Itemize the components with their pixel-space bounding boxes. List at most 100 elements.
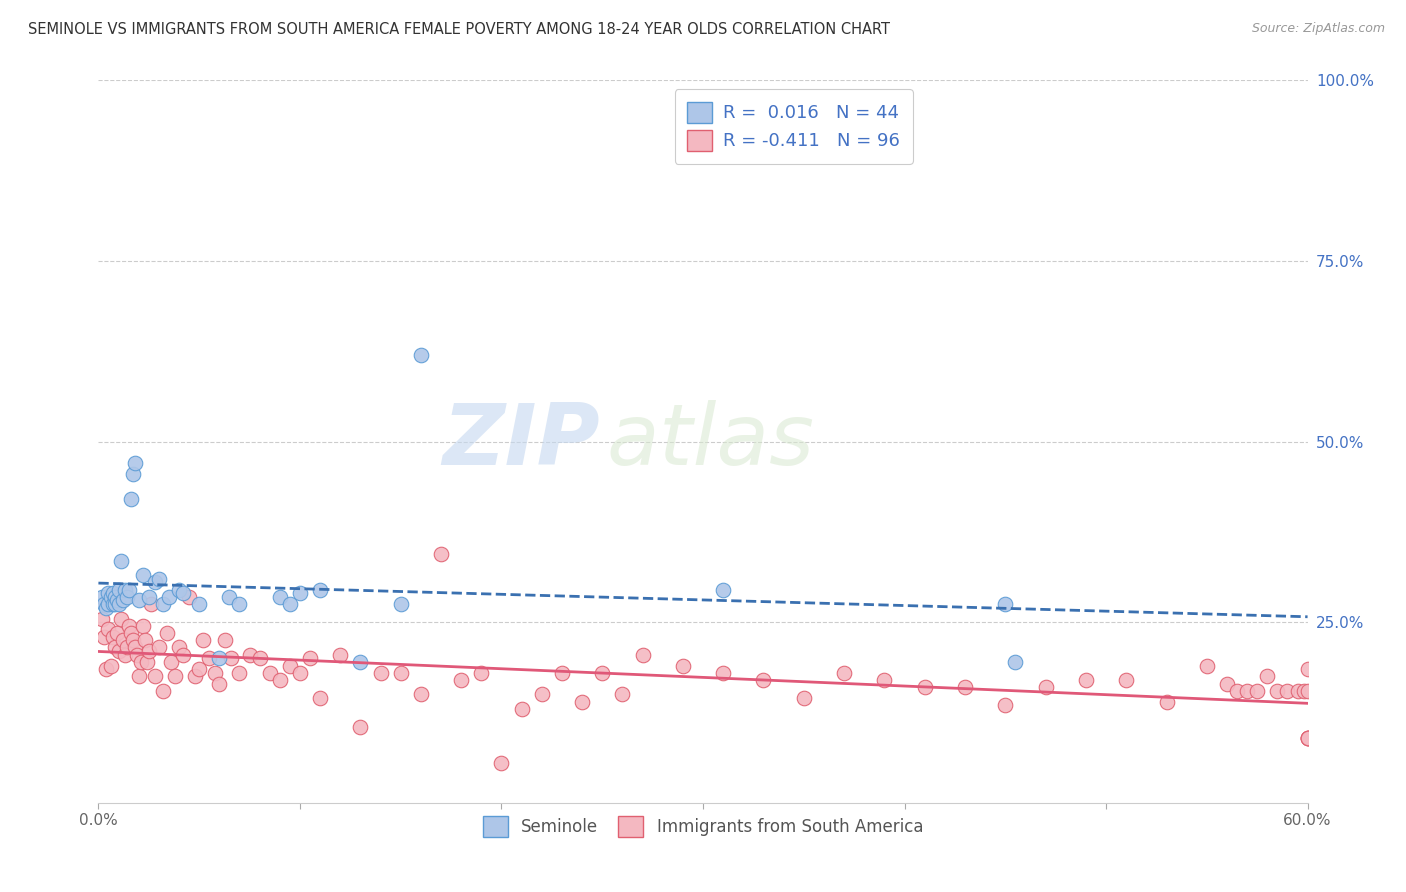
Point — [228, 665, 250, 680]
Point — [156, 626, 179, 640]
Point — [118, 582, 141, 597]
Point — [672, 658, 695, 673]
Point — [370, 665, 392, 680]
Point — [103, 597, 125, 611]
Point — [120, 492, 142, 507]
Point — [1226, 683, 1249, 698]
Point — [198, 651, 221, 665]
Point — [91, 590, 114, 604]
Point — [124, 456, 146, 470]
Point — [208, 651, 231, 665]
Point — [107, 644, 129, 658]
Point — [1296, 662, 1319, 676]
Point — [389, 597, 412, 611]
Point — [450, 673, 472, 687]
Point — [228, 597, 250, 611]
Point — [96, 662, 118, 676]
Point — [139, 597, 162, 611]
Point — [221, 651, 243, 665]
Point — [132, 568, 155, 582]
Point — [491, 756, 513, 770]
Point — [91, 611, 114, 625]
Point — [143, 575, 166, 590]
Point — [309, 582, 332, 597]
Point — [97, 586, 120, 600]
Point — [193, 633, 215, 648]
Point — [188, 662, 211, 676]
Text: ZIP: ZIP — [443, 400, 600, 483]
Point — [309, 691, 332, 706]
Point — [100, 658, 122, 673]
Point — [93, 630, 115, 644]
Point — [288, 586, 311, 600]
Point — [214, 633, 236, 648]
Point — [105, 626, 128, 640]
Point — [208, 676, 231, 690]
Point — [269, 590, 291, 604]
Point — [101, 586, 124, 600]
Point — [135, 655, 157, 669]
Point — [101, 597, 124, 611]
Point — [97, 597, 120, 611]
Text: atlas: atlas — [606, 400, 814, 483]
Point — [953, 680, 976, 694]
Point — [148, 572, 170, 586]
Point — [530, 687, 553, 701]
Point — [114, 582, 136, 597]
Point — [1216, 676, 1239, 690]
Point — [143, 669, 166, 683]
Point — [160, 655, 183, 669]
Point — [278, 597, 301, 611]
Point — [97, 623, 120, 637]
Point — [115, 640, 138, 655]
Point — [349, 655, 371, 669]
Point — [218, 590, 240, 604]
Point — [239, 648, 262, 662]
Point — [129, 655, 152, 669]
Point — [873, 673, 896, 687]
Point — [288, 665, 311, 680]
Point — [115, 590, 138, 604]
Point — [389, 665, 412, 680]
Point — [1296, 731, 1319, 745]
Point — [1267, 683, 1289, 698]
Point — [1292, 683, 1315, 698]
Text: SEMINOLE VS IMMIGRANTS FROM SOUTH AMERICA FEMALE POVERTY AMONG 18-24 YEAR OLDS C: SEMINOLE VS IMMIGRANTS FROM SOUTH AMERIC… — [28, 22, 890, 37]
Point — [1277, 683, 1299, 698]
Point — [93, 597, 115, 611]
Point — [132, 619, 155, 633]
Point — [152, 597, 174, 611]
Point — [110, 554, 132, 568]
Point — [571, 695, 593, 709]
Point — [1195, 658, 1218, 673]
Point — [1286, 683, 1309, 698]
Point — [204, 665, 226, 680]
Point — [172, 586, 194, 600]
Point — [994, 698, 1017, 713]
Point — [110, 611, 132, 625]
Point — [591, 665, 613, 680]
Point — [551, 665, 574, 680]
Point — [752, 673, 775, 687]
Point — [409, 687, 432, 701]
Point — [249, 651, 271, 665]
Point — [269, 673, 291, 687]
Point — [711, 582, 734, 597]
Point — [107, 582, 129, 597]
Point — [152, 683, 174, 698]
Text: Source: ZipAtlas.com: Source: ZipAtlas.com — [1251, 22, 1385, 36]
Point — [167, 640, 190, 655]
Point — [329, 648, 352, 662]
Point — [101, 630, 124, 644]
Point — [1004, 655, 1026, 669]
Point — [157, 590, 180, 604]
Point — [1256, 669, 1278, 683]
Point — [259, 665, 281, 680]
Point — [124, 640, 146, 655]
Point — [1115, 673, 1137, 687]
Point — [1296, 683, 1319, 698]
Point — [510, 702, 533, 716]
Point — [111, 633, 134, 648]
Point — [118, 619, 141, 633]
Point — [134, 633, 156, 648]
